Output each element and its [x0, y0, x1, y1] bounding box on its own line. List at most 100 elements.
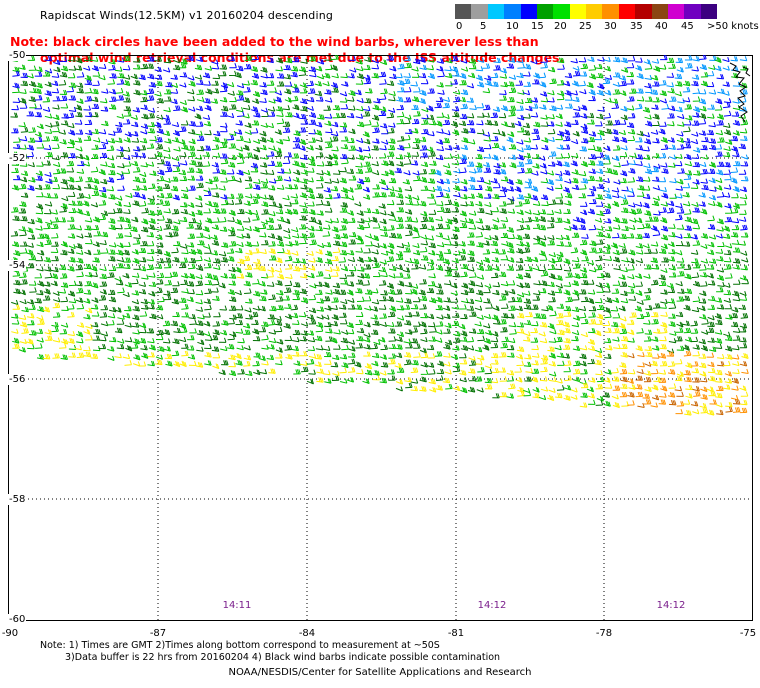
wind-barb	[493, 182, 501, 189]
wind-barb	[667, 137, 675, 143]
wind-barb	[484, 193, 492, 199]
wind-barb	[699, 265, 707, 271]
wind-barb	[109, 96, 117, 102]
wind-barb	[420, 152, 428, 158]
wind-barb	[725, 406, 733, 413]
wind-barb	[83, 351, 92, 358]
wind-barb	[116, 174, 125, 181]
wind-barb	[501, 303, 509, 309]
wind-barb	[179, 327, 188, 333]
wind-barb	[163, 250, 171, 258]
wind-barb	[693, 106, 701, 113]
wind-barb	[116, 95, 125, 101]
wind-barb	[148, 183, 156, 189]
wind-barb	[85, 239, 93, 245]
wind-barb	[493, 319, 501, 325]
wind-barb	[261, 209, 269, 215]
wind-barb	[667, 88, 675, 94]
wind-barb	[595, 255, 603, 262]
wind-barb	[194, 219, 202, 225]
wind-barb	[379, 313, 387, 319]
wind-barb	[732, 119, 741, 126]
wind-barb	[579, 184, 587, 190]
wind-barb	[659, 121, 667, 127]
wind-barb	[547, 290, 556, 296]
wind-barb	[53, 161, 61, 168]
wind-barb	[514, 297, 523, 303]
wind-barb	[732, 335, 741, 341]
wind-barb	[211, 88, 220, 94]
wind-barb	[427, 281, 436, 287]
wind-barb	[292, 294, 301, 301]
wind-barb	[458, 255, 467, 261]
legend-swatch	[569, 4, 586, 19]
wind-barb	[341, 158, 349, 165]
wind-barb	[453, 337, 461, 343]
wind-barb	[253, 369, 261, 376]
wind-barb	[523, 113, 531, 119]
wind-barb	[282, 105, 291, 111]
wind-barb	[507, 337, 516, 344]
legend-swatch	[520, 4, 537, 19]
wind-barb	[459, 113, 468, 120]
wind-barb	[403, 118, 411, 125]
wind-barb	[716, 385, 724, 391]
wind-barb	[74, 119, 83, 125]
wind-barb	[498, 145, 506, 152]
wind-barb	[85, 176, 93, 183]
wind-barb	[44, 90, 52, 97]
wind-barb	[675, 336, 683, 342]
wind-barb	[565, 296, 573, 303]
wind-barb	[516, 360, 524, 366]
bottom-note: Note: 1) Times are GMT 2)Times along bot…	[40, 640, 500, 664]
wind-barb	[602, 187, 611, 193]
wind-barb	[659, 79, 667, 86]
wind-barb	[355, 66, 364, 72]
legend-labels: 0 5 10 15 20 25 30 35 40 45 >50 knots	[448, 21, 760, 35]
wind-barb	[468, 64, 477, 70]
wind-barb	[114, 127, 123, 133]
wind-barb	[548, 151, 557, 157]
wind-barb	[475, 153, 483, 160]
wind-barb	[228, 154, 237, 161]
wind-barbs	[10, 55, 749, 416]
wind-barb	[675, 375, 683, 382]
wind-barb	[179, 297, 187, 303]
wind-barb	[698, 298, 707, 304]
wind-barb	[323, 72, 331, 79]
wind-barb	[388, 358, 396, 365]
wind-barb	[386, 296, 395, 302]
wind-barb	[725, 273, 733, 279]
wind-barb	[475, 162, 483, 169]
wind-barb	[282, 158, 291, 164]
wind-barb	[483, 104, 491, 111]
wind-barb	[642, 202, 650, 209]
wind-barb	[659, 207, 667, 214]
wind-barb	[253, 264, 261, 270]
wind-barb	[378, 266, 387, 273]
wind-barb	[19, 88, 27, 94]
wind-barb	[530, 112, 539, 118]
wind-barb	[532, 163, 540, 169]
wind-barb	[173, 327, 181, 334]
wind-barb	[147, 210, 156, 216]
wind-barb	[658, 377, 667, 383]
wind-barb	[348, 239, 356, 245]
wind-barb	[381, 129, 389, 135]
wind-barb	[435, 250, 444, 257]
wind-barb	[452, 345, 460, 351]
wind-barb	[459, 158, 467, 165]
wind-barb	[396, 207, 405, 213]
wind-barb	[43, 144, 52, 151]
wind-barb	[267, 233, 276, 239]
wind-barb	[37, 319, 45, 325]
wind-barb	[203, 208, 211, 214]
wind-barb	[674, 91, 682, 97]
wind-barb	[723, 98, 732, 104]
wind-barb	[317, 242, 325, 249]
wind-barb	[258, 223, 267, 230]
wind-barb	[620, 336, 629, 342]
wind-barb	[436, 128, 444, 134]
wind-barb	[533, 280, 541, 286]
wind-barb	[523, 290, 531, 296]
